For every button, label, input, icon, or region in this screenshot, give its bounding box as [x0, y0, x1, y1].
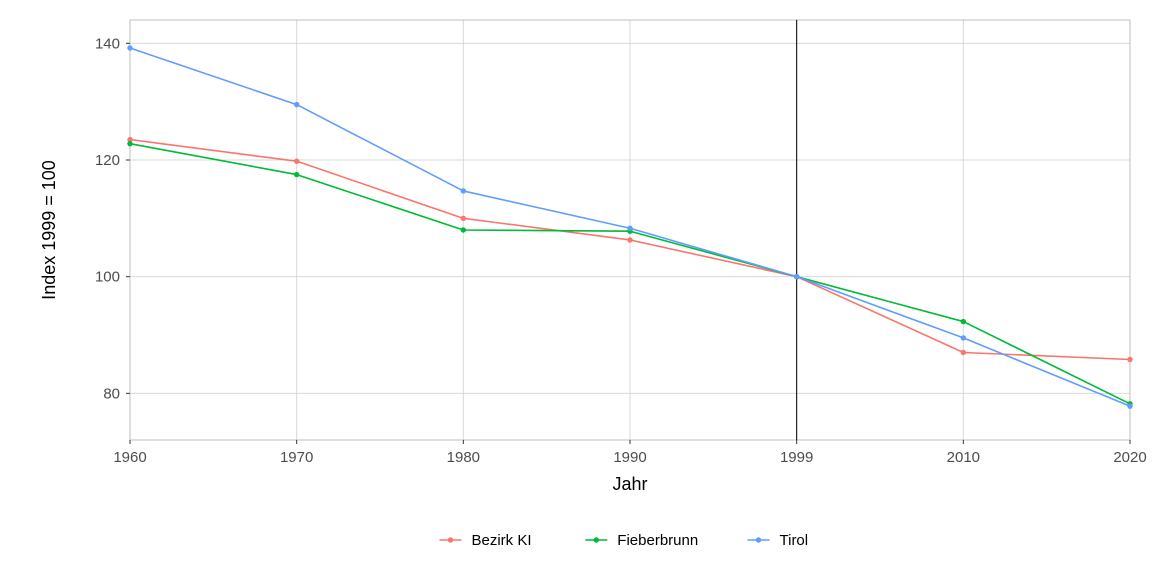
- x-tick-label: 1999: [780, 449, 813, 466]
- y-tick-label: 80: [103, 385, 120, 402]
- x-tick-label: 1980: [447, 449, 480, 466]
- series-point: [127, 45, 132, 50]
- series-point: [461, 227, 466, 232]
- series-point: [627, 226, 632, 231]
- legend-key-point: [594, 537, 599, 542]
- series-point: [294, 102, 299, 107]
- series-point: [461, 188, 466, 193]
- x-tick-label: 1960: [113, 449, 146, 466]
- y-tick-label: 100: [95, 269, 120, 286]
- series-point: [1127, 357, 1132, 362]
- y-tick-label: 120: [95, 152, 120, 169]
- series-point: [461, 216, 466, 221]
- series-point: [961, 350, 966, 355]
- series-point: [127, 141, 132, 146]
- x-tick-label: 2010: [947, 449, 980, 466]
- x-tick-label: 2020: [1113, 449, 1146, 466]
- legend-label: Tirol: [780, 532, 809, 549]
- legend-label: Fieberbrunn: [617, 532, 698, 549]
- line-chart: 1960 1970 1980 1990 1999 2010 2020 80 100 120 140 J…: [0, 0, 1152, 576]
- series-point: [961, 319, 966, 324]
- series-point: [294, 158, 299, 163]
- chart-container: 1960 1970 1980 1990 1999 2010 2020 80 100 120 140 J…: [0, 0, 1152, 576]
- legend-key-point: [448, 537, 453, 542]
- x-tick-label: 1990: [613, 449, 646, 466]
- x-tick-label: 1970: [280, 449, 313, 466]
- series-point: [294, 172, 299, 177]
- series-point: [961, 335, 966, 340]
- series-point: [794, 274, 799, 279]
- series-point: [627, 237, 632, 242]
- legend-key-point: [756, 537, 761, 542]
- y-axis-title: Index 1999 = 100: [39, 160, 59, 300]
- x-axis-title: Jahr: [612, 474, 647, 494]
- legend-label: Bezirk KI: [472, 532, 532, 549]
- y-tick-label: 140: [95, 35, 120, 52]
- series-point: [1127, 403, 1132, 408]
